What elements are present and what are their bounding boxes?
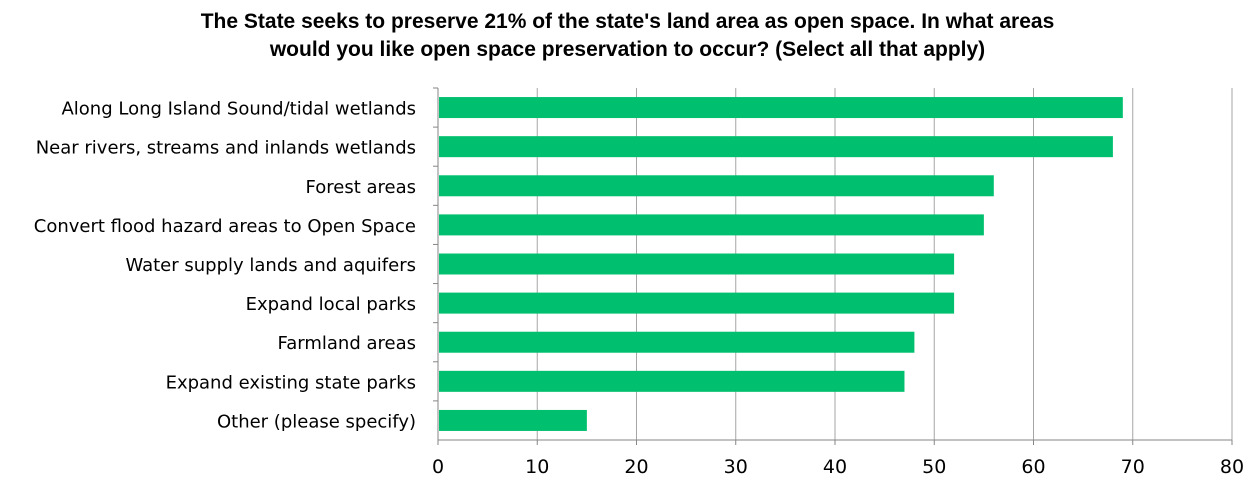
x-tick-label: 40 — [823, 456, 847, 478]
bar — [439, 97, 1123, 119]
category-label: Forest areas — [306, 177, 416, 198]
category-label: Expand existing state parks — [166, 372, 416, 393]
x-tick-label: 10 — [525, 456, 549, 478]
bar — [439, 409, 587, 431]
x-tick-label: 60 — [1021, 456, 1045, 478]
chart-title-line-2: would you like open space preservation t… — [269, 38, 986, 61]
bar — [439, 292, 955, 314]
bar — [439, 214, 984, 236]
x-tick-label: 80 — [1220, 456, 1244, 478]
chart-title-line-1: The State seeks to preserve 21% of the s… — [200, 10, 1055, 33]
bar — [439, 175, 994, 197]
category-label: Other (please specify) — [217, 411, 416, 432]
x-tick-label: 50 — [922, 456, 946, 478]
bar — [439, 370, 905, 392]
x-tick-label: 30 — [724, 456, 748, 478]
bar — [439, 331, 915, 353]
category-label: Convert flood hazard areas to Open Space — [34, 216, 416, 237]
category-label: Expand local parks — [246, 294, 416, 315]
category-label: Along Long Island Sound/tidal wetlands — [61, 99, 416, 120]
x-tick-label: 70 — [1121, 456, 1145, 478]
category-label: Farmland areas — [278, 333, 416, 354]
x-tick-label: 20 — [624, 456, 648, 478]
axes — [433, 87, 1233, 445]
bar — [439, 253, 955, 275]
x-tick-labels: 0 10 20 30 40 50 60 70 80 — [432, 456, 1244, 478]
category-labels: Along Long Island Sound/tidal wetlands Ne… — [34, 99, 416, 433]
chart-title: The State seeks to preserve 21% of the s… — [0, 8, 1255, 64]
bars — [439, 97, 1123, 431]
category-label: Near rivers, streams and inlands wetland… — [36, 138, 416, 159]
bar — [439, 136, 1113, 158]
category-label: Water supply lands and aquifers — [125, 255, 416, 276]
x-tick-label: 0 — [432, 456, 444, 478]
